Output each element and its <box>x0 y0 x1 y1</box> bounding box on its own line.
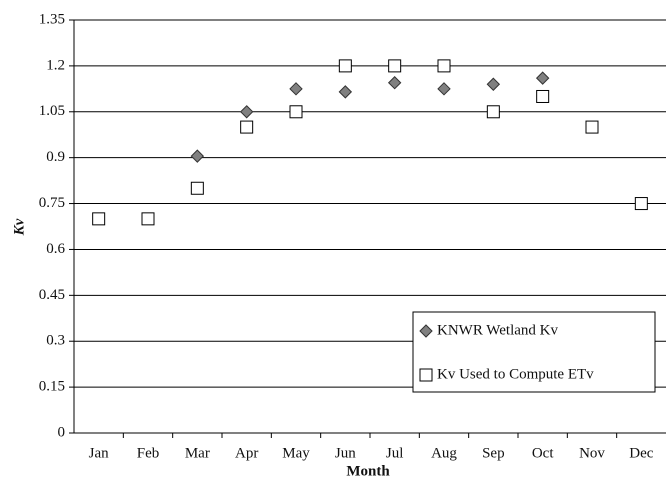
x-tick-label: Jan <box>89 445 109 461</box>
point <box>486 105 500 119</box>
y-tick-label: 0 <box>58 424 66 440</box>
point <box>240 120 254 134</box>
legend-box <box>412 311 656 393</box>
x-tick-label: Aug <box>431 445 457 461</box>
x-tick-label: May <box>282 445 310 461</box>
point <box>289 82 303 96</box>
legend-marker <box>419 324 433 338</box>
point <box>387 76 402 90</box>
y-tick-label: 0.75 <box>39 195 65 211</box>
point <box>190 181 204 195</box>
y-tick-label: 0.15 <box>39 379 65 395</box>
point <box>338 59 352 73</box>
x-tick-label: Mar <box>185 445 210 461</box>
point <box>585 120 599 134</box>
point <box>486 77 501 91</box>
point <box>239 105 254 119</box>
point <box>535 71 550 85</box>
x-tick-label: Sep <box>482 445 505 461</box>
x-tick-label: Oct <box>532 445 554 461</box>
y-tick-label: 0.3 <box>46 333 65 349</box>
x-axis-label: Month <box>346 463 390 479</box>
x-tick-label: Dec <box>629 445 653 461</box>
x-tick-label: Jun <box>335 445 356 461</box>
legend-label: KNWR Wetland Kv <box>437 322 558 338</box>
y-tick-label: 0.45 <box>39 287 65 303</box>
x-tick-label: Feb <box>137 445 160 461</box>
point <box>338 85 353 99</box>
point <box>141 212 155 226</box>
point <box>388 59 402 73</box>
x-tick-label: Nov <box>579 445 605 461</box>
point <box>634 197 648 211</box>
point <box>437 82 451 96</box>
point <box>437 59 451 73</box>
point <box>190 149 205 163</box>
y-tick-label: 0.6 <box>46 241 65 257</box>
y-tick-label: 1.05 <box>39 103 65 119</box>
legend-marker <box>419 368 433 382</box>
y-tick-label: 0.9 <box>46 149 65 165</box>
y-tick-label: 1.2 <box>46 57 65 73</box>
point <box>536 89 550 103</box>
y-tick-label: 1.35 <box>39 11 65 27</box>
point <box>92 212 106 226</box>
legend-label: Kv Used to Compute ETv <box>437 366 594 382</box>
x-tick-label: Jul <box>386 445 404 461</box>
point <box>289 105 303 119</box>
x-tick-label: Apr <box>235 445 258 461</box>
y-axis-label: Kv <box>11 218 27 236</box>
